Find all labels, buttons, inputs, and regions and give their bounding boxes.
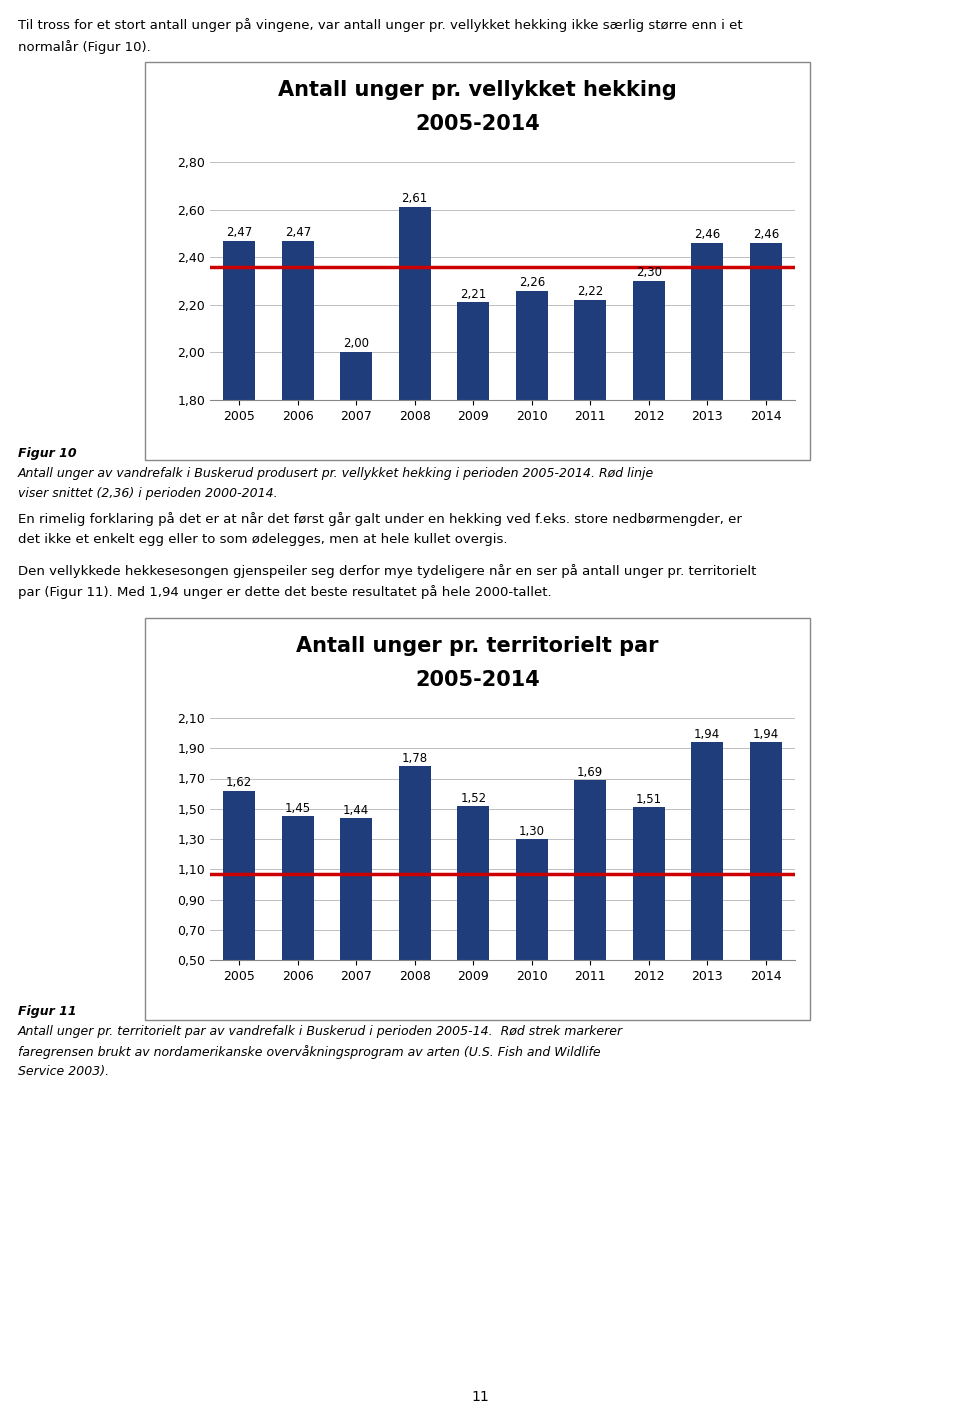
Text: 2,21: 2,21	[460, 288, 487, 301]
Text: 1,94: 1,94	[753, 729, 779, 741]
Text: Figur 11: Figur 11	[18, 1005, 77, 1018]
Bar	[457, 806, 490, 1035]
Text: Antall unger pr. vellykket hekking: Antall unger pr. vellykket hekking	[278, 80, 677, 100]
Text: 1,51: 1,51	[636, 794, 661, 806]
Bar	[340, 353, 372, 829]
Bar	[750, 243, 781, 829]
Text: 1,45: 1,45	[285, 802, 311, 815]
Bar	[398, 208, 431, 829]
Bar	[340, 818, 372, 1035]
Bar	[633, 808, 665, 1035]
Text: 2005-2014: 2005-2014	[415, 671, 540, 690]
Text: viser snittet (2,36) i perioden 2000-2014.: viser snittet (2,36) i perioden 2000-201…	[18, 487, 277, 500]
Text: faregrensen brukt av nordamerikanske overvåkningsprogram av arten (U.S. Fish and: faregrensen brukt av nordamerikanske ove…	[18, 1045, 601, 1059]
Bar	[574, 779, 607, 1035]
Text: Antall unger av vandrefalk i Buskerud produsert pr. vellykket hekking i perioden: Antall unger av vandrefalk i Buskerud pr…	[18, 467, 655, 480]
Text: 1,44: 1,44	[343, 803, 370, 816]
Text: 2,00: 2,00	[344, 337, 370, 350]
Text: 2,46: 2,46	[694, 227, 720, 241]
Bar	[516, 839, 548, 1035]
Text: par (Figur 11). Med 1,94 unger er dette det beste resultatet på hele 2000-tallet: par (Figur 11). Med 1,94 unger er dette …	[18, 585, 552, 599]
Bar	[691, 743, 723, 1035]
Bar	[691, 243, 723, 829]
Text: Figur 10: Figur 10	[18, 448, 77, 460]
Bar	[398, 767, 431, 1035]
Text: Antall unger pr. territorielt par: Antall unger pr. territorielt par	[297, 635, 659, 657]
Bar	[633, 281, 665, 829]
Bar	[223, 240, 255, 829]
Text: det ikke et enkelt egg eller to som ødelegges, men at hele kullet overgis.: det ikke et enkelt egg eller to som ødel…	[18, 532, 508, 546]
Text: 2,26: 2,26	[518, 275, 545, 288]
Text: Til tross for et stort antall unger på vingene, var antall unger pr. vellykket h: Til tross for et stort antall unger på v…	[18, 18, 743, 32]
Text: 2005-2014: 2005-2014	[415, 114, 540, 134]
Bar	[750, 743, 781, 1035]
Text: 1,52: 1,52	[460, 792, 487, 805]
Bar	[574, 299, 607, 829]
Bar	[281, 240, 314, 829]
Text: 11: 11	[471, 1389, 489, 1404]
Text: Den vellykkede hekkesesongen gjenspeiler seg derfor mye tydeligere når en ser på: Den vellykkede hekkesesongen gjenspeiler…	[18, 563, 756, 578]
Text: 2,46: 2,46	[753, 227, 779, 241]
Text: 2,30: 2,30	[636, 265, 661, 280]
Bar	[223, 791, 255, 1035]
Bar	[457, 302, 490, 829]
Text: 1,62: 1,62	[227, 777, 252, 789]
Text: Service 2003).: Service 2003).	[18, 1065, 109, 1077]
Bar	[281, 816, 314, 1035]
Bar	[516, 291, 548, 829]
Text: normalår (Figur 10).: normalår (Figur 10).	[18, 40, 151, 54]
Text: 2,47: 2,47	[227, 226, 252, 239]
Text: 2,47: 2,47	[284, 226, 311, 239]
Text: Antall unger pr. territorielt par av vandrefalk i Buskerud i perioden 2005-14.  : Antall unger pr. territorielt par av van…	[18, 1025, 623, 1038]
Text: 1,30: 1,30	[518, 825, 544, 837]
Text: 1,78: 1,78	[401, 753, 428, 765]
Text: 1,69: 1,69	[577, 765, 604, 779]
Text: 1,94: 1,94	[694, 729, 720, 741]
Text: 2,61: 2,61	[401, 192, 428, 205]
Text: En rimelig forklaring på det er at når det først går galt under en hekking ved f: En rimelig forklaring på det er at når d…	[18, 513, 742, 525]
Text: 2,22: 2,22	[577, 285, 604, 298]
